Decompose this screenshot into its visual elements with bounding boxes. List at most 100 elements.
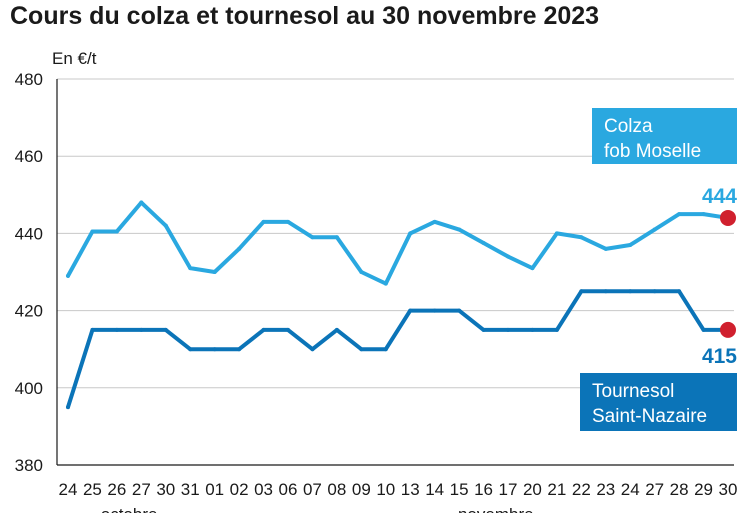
data-point: [237, 347, 242, 352]
x-month-label: novembre: [458, 505, 534, 513]
data-point: [579, 289, 584, 294]
x-tick-label: 30: [156, 480, 175, 499]
data-point: [628, 289, 633, 294]
end-marker: [720, 209, 736, 226]
data-point: [603, 246, 608, 251]
y-tick-label: 440: [15, 224, 43, 243]
x-tick-label: 31: [181, 480, 200, 499]
x-tick-label: 20: [523, 480, 542, 499]
x-tick-label: 14: [425, 480, 444, 499]
x-tick-label: 26: [107, 480, 126, 499]
y-tick-label: 400: [15, 379, 43, 398]
data-point: [334, 327, 339, 332]
data-point: [701, 212, 706, 217]
legend-label: Saint-Nazaire: [592, 406, 707, 427]
data-point: [652, 227, 657, 232]
data-point: [652, 289, 657, 294]
data-point: [554, 327, 559, 332]
data-point: [701, 327, 706, 332]
legend-box-0: [592, 108, 737, 164]
legend-label: Colza: [604, 116, 653, 137]
x-month-label: octobre: [101, 505, 158, 513]
data-point: [408, 231, 413, 236]
legend-label: Tournesol: [592, 381, 674, 402]
legend-box-1: [580, 373, 737, 431]
x-tick-label: 25: [83, 480, 102, 499]
y-tick-label: 420: [15, 302, 43, 321]
data-point: [481, 327, 486, 332]
data-point: [457, 308, 462, 313]
data-point: [677, 212, 682, 217]
end-value-label: 444: [702, 185, 737, 208]
data-point: [90, 327, 95, 332]
data-point: [261, 219, 266, 224]
data-point: [286, 219, 290, 224]
data-point: [334, 235, 339, 240]
data-point: [237, 246, 242, 251]
data-point: [530, 327, 535, 332]
x-tick-label: 02: [230, 480, 249, 499]
data-point: [188, 347, 193, 352]
y-unit-label: En €/t: [52, 49, 97, 68]
x-tick-label: 21: [547, 480, 566, 499]
x-tick-label: 01: [205, 480, 224, 499]
data-point: [677, 289, 682, 294]
x-tick-label: 17: [499, 480, 518, 499]
data-point: [163, 327, 168, 332]
data-point: [212, 347, 217, 352]
y-tick-label: 460: [15, 147, 43, 166]
x-tick-label: 15: [450, 480, 469, 499]
legend-label: fob Moselle: [604, 141, 701, 162]
data-point: [383, 347, 388, 352]
x-axis: 24 25 26 27 30 31 01 02 03 06 07 08 09 10 13 14 15 16 17 20…: [57, 464, 737, 513]
x-tick-label: 03: [254, 480, 273, 499]
chart-title: Cours du colza et tournesol au 30 novemb…: [10, 2, 600, 30]
end-marker: [720, 321, 736, 338]
x-tick-label: 13: [401, 480, 420, 499]
data-point: [457, 227, 462, 232]
series-layer: 444 415: [66, 185, 737, 410]
x-tick-label: 07: [303, 480, 322, 499]
data-point: [139, 327, 144, 332]
data-point: [506, 327, 510, 332]
data-point: [90, 229, 95, 234]
data-point: [628, 242, 633, 247]
data-point: [359, 270, 364, 274]
x-tick-label: 27: [132, 480, 151, 499]
x-tick-label: 29: [694, 480, 713, 499]
x-tick-label: 06: [279, 480, 298, 499]
x-tick-label: 10: [376, 480, 395, 499]
x-tick-label: 09: [352, 480, 371, 499]
y-tick-label: 480: [15, 70, 43, 89]
x-tick-label: 24: [621, 480, 640, 499]
data-point: [310, 235, 315, 240]
data-point: [579, 235, 584, 240]
data-point: [163, 223, 168, 228]
data-point: [139, 200, 144, 205]
data-point: [359, 347, 364, 352]
data-point: [114, 327, 119, 332]
data-point: [603, 289, 608, 294]
series-line-1: [66, 289, 730, 410]
data-point: [114, 229, 119, 234]
data-point: [530, 266, 535, 271]
x-tick-label: 16: [474, 480, 493, 499]
end-value-label: 415: [702, 345, 737, 368]
data-point: [432, 219, 437, 224]
data-point: [554, 231, 559, 236]
x-tick-label: 23: [596, 480, 615, 499]
data-point: [212, 270, 217, 274]
x-tick-label: 27: [645, 480, 664, 499]
data-point: [66, 405, 70, 410]
data-point: [408, 308, 413, 313]
x-tick-label: 24: [59, 480, 78, 499]
data-point: [188, 266, 193, 271]
data-point: [310, 347, 315, 352]
series-line-0: [66, 200, 730, 286]
data-point: [506, 254, 510, 259]
data-point: [286, 327, 290, 332]
x-tick-label: 22: [572, 480, 591, 499]
data-point: [66, 273, 70, 278]
data-point: [261, 327, 266, 332]
data-point: [481, 241, 486, 246]
